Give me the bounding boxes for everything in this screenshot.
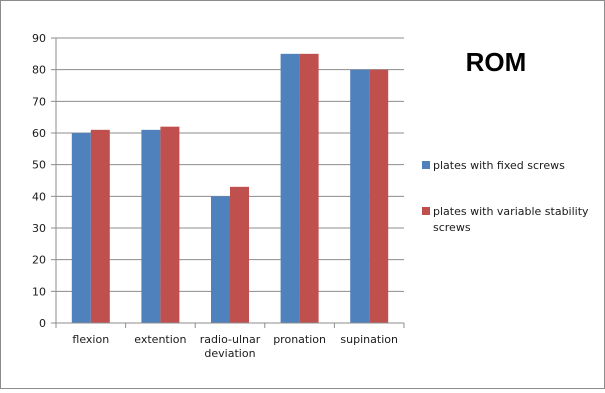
x-tick-label: pronation — [273, 333, 326, 346]
y-tick-label: 20 — [32, 254, 46, 267]
bar — [211, 196, 230, 323]
bar — [299, 53, 319, 323]
legend-label: plates with fixed screws — [433, 159, 565, 172]
x-tick-label: flexion — [72, 333, 109, 346]
y-tick-label: 60 — [32, 127, 46, 140]
y-tick-label: 80 — [32, 64, 46, 77]
x-tick-label: radio-ulnar — [200, 333, 261, 346]
x-tick-label: extention — [134, 333, 186, 346]
bar — [141, 129, 161, 323]
y-tick-label: 90 — [32, 32, 46, 45]
bar — [90, 129, 110, 323]
legend-swatch — [422, 207, 430, 215]
legend-swatch — [422, 161, 430, 169]
bars — [71, 53, 389, 324]
y-tick-label: 70 — [32, 95, 46, 108]
bar — [280, 53, 300, 323]
legend-label: screws — [433, 221, 471, 234]
x-tick-label: deviation — [204, 347, 255, 360]
y-tick-label: 0 — [39, 317, 46, 330]
bar — [369, 69, 389, 324]
chart-title: ROM — [466, 47, 527, 77]
legend-label: plates with variable stability — [433, 205, 589, 218]
bar — [71, 133, 91, 323]
axis-labels: 0 10 20 30 40 50 60 70 80 90 flexion extention radio… — [32, 32, 398, 360]
y-tick-label: 30 — [32, 222, 46, 235]
bar — [230, 186, 249, 323]
gridlines — [56, 37, 404, 292]
y-tick-label: 10 — [32, 285, 46, 298]
legend: plates with fixed screws plates with vari… — [422, 159, 589, 234]
axes — [51, 37, 405, 328]
y-tick-label: 40 — [32, 190, 46, 203]
bar — [350, 69, 370, 324]
bar — [160, 126, 180, 324]
x-tick-label: supination — [340, 333, 398, 346]
y-tick-label: 50 — [32, 159, 46, 172]
